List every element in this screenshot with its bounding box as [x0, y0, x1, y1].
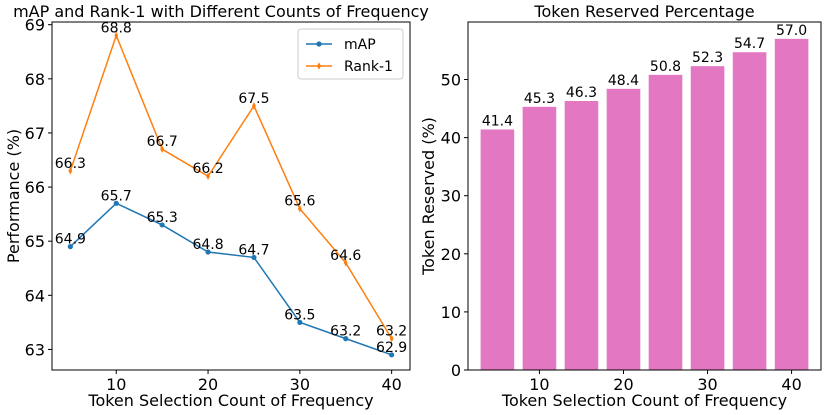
- data-label: 67.5: [238, 91, 269, 107]
- data-point: [297, 319, 303, 325]
- data-point: [159, 222, 165, 228]
- data-label: 64.9: [55, 232, 86, 248]
- data-label: 66.7: [147, 134, 178, 150]
- bar-chart: Token Reserved Percentage 41.4 45.3 46.3 48…: [419, 2, 822, 410]
- data-point: [67, 244, 73, 250]
- data-label: 65.6: [284, 194, 315, 210]
- x-tick-label: 40: [381, 375, 401, 394]
- series-rank-1: 66.3 68.8 66.7 66.2 67.5 65.6 64.6 63.2: [55, 21, 407, 343]
- data-point: [343, 259, 348, 267]
- y-tick-label: 63: [25, 340, 45, 359]
- y-tick-label: 0: [451, 361, 461, 380]
- line-chart-plot-area: 10 20 30 40 63 64 65 66 67 68 69 64.9 65.7 65.3 64.8 64…: [25, 16, 411, 394]
- bar-chart-x-axis-label: Token Selection Count of Frequency: [501, 391, 787, 410]
- bar-value-label: 50.8: [650, 59, 681, 75]
- bar-value-label: 54.7: [734, 36, 765, 52]
- data-label: 66.2: [192, 161, 223, 177]
- data-point: [160, 145, 165, 153]
- line-chart-legend: mAP Rank-1: [297, 28, 404, 80]
- legend-label: mAP: [344, 37, 376, 53]
- series-line: [69, 202, 392, 356]
- data-point: [297, 204, 302, 213]
- legend-swatch-marker: [316, 41, 322, 47]
- bar: [606, 88, 641, 371]
- bar-value-label: 57.0: [776, 23, 807, 39]
- data-label: 64.7: [238, 242, 269, 258]
- data-point: [252, 102, 256, 110]
- x-tick-label: 20: [198, 375, 218, 394]
- data-point: [251, 254, 257, 261]
- bar-value-label: 48.4: [608, 73, 639, 89]
- line-chart: mAP and Rank-1 with Different Counts of …: [4, 2, 429, 410]
- data-label: 63.2: [376, 324, 407, 340]
- data-point: [343, 336, 349, 342]
- line-chart-x-axis-label: Token Selection Count of Frequency: [87, 391, 373, 410]
- data-label: 65.3: [147, 210, 178, 226]
- data-point: [113, 200, 119, 206]
- series-line: [69, 33, 393, 339]
- y-tick-label: 30: [441, 187, 461, 206]
- bar-value-label: 52.3: [692, 50, 723, 66]
- bar-chart-y-axis-label: Token Reserved (%): [419, 117, 438, 276]
- line-chart-title: mAP and Rank-1 with Different Counts of …: [13, 2, 429, 21]
- bar: [564, 101, 599, 370]
- data-label: 63.2: [330, 324, 361, 340]
- bar-chart-axes-frame: [467, 21, 822, 371]
- bar: [774, 38, 809, 370]
- data-label: 62.9: [376, 340, 407, 356]
- data-point: [389, 352, 395, 358]
- y-tick-label: 10: [441, 303, 461, 322]
- data-point: [205, 249, 211, 255]
- data-label: 65.7: [101, 188, 132, 204]
- y-tick-label: 65: [25, 232, 45, 251]
- bar-value-label: 41.4: [482, 113, 513, 129]
- data-label: 64.8: [192, 237, 223, 253]
- bar-chart-plot-area: 41.4 45.3 46.3 48.4 50.8 52.3 54.7 57.0 10 20 30 40…: [441, 21, 822, 394]
- x-tick-label: 40: [781, 375, 801, 394]
- y-tick-label: 68: [25, 70, 45, 89]
- data-point: [68, 167, 73, 175]
- x-tick-label: 20: [613, 375, 633, 394]
- bar: [690, 66, 725, 370]
- bar: [480, 129, 515, 370]
- y-tick-label: 69: [25, 16, 45, 35]
- legend-label: Rank-1: [344, 59, 393, 75]
- data-label: 64.6: [330, 248, 361, 264]
- y-tick-label: 64: [25, 286, 45, 305]
- data-label: 66.3: [55, 156, 86, 172]
- bar: [732, 52, 767, 370]
- y-tick-label: 40: [441, 129, 461, 148]
- data-point: [206, 172, 210, 181]
- legend-swatch-marker: [317, 62, 321, 70]
- x-tick-label: 30: [290, 375, 310, 394]
- y-tick-label: 66: [25, 178, 45, 197]
- bar-chart-title: Token Reserved Percentage: [533, 2, 754, 21]
- bar: [648, 74, 683, 371]
- data-point: [114, 31, 119, 40]
- bar-value-label: 46.3: [566, 85, 597, 101]
- data-label: 68.8: [101, 21, 132, 37]
- data-point: [389, 334, 394, 343]
- line-chart-axes-frame: [51, 21, 411, 371]
- series-map: 64.965.765.364.8 64.763.563.262.9: [55, 188, 407, 358]
- x-tick-label: 10: [529, 375, 549, 394]
- bar-value-label: 45.3: [524, 91, 555, 107]
- bar: [522, 106, 557, 371]
- y-tick-label: 20: [441, 245, 461, 264]
- y-tick-label: 67: [25, 124, 45, 143]
- y-tick-label: 50: [441, 71, 461, 90]
- line-chart-y-axis-label: Performance (%): [4, 129, 23, 263]
- x-tick-label: 30: [697, 375, 717, 394]
- data-label: 63.5: [284, 307, 315, 323]
- x-tick-label: 10: [106, 375, 126, 394]
